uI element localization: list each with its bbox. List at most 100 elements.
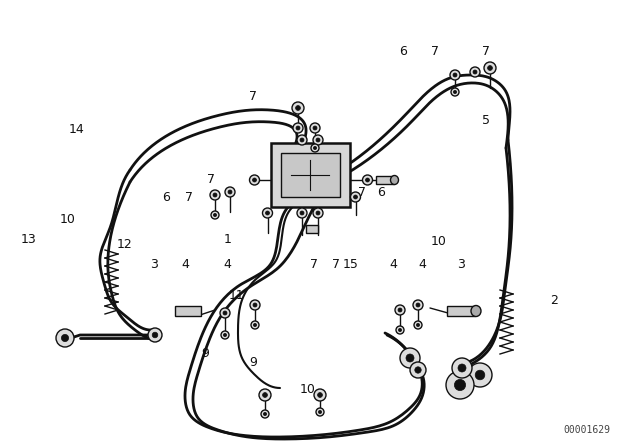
Circle shape bbox=[296, 126, 300, 130]
Circle shape bbox=[452, 358, 472, 378]
Text: 4: 4 bbox=[223, 258, 231, 271]
Circle shape bbox=[484, 62, 496, 74]
Circle shape bbox=[400, 348, 420, 368]
Text: 9: 9 bbox=[249, 356, 257, 370]
Circle shape bbox=[316, 408, 324, 416]
Text: 15: 15 bbox=[343, 258, 358, 271]
Circle shape bbox=[61, 334, 68, 341]
Bar bbox=[376, 176, 394, 184]
Circle shape bbox=[414, 321, 422, 329]
Circle shape bbox=[413, 300, 423, 310]
Circle shape bbox=[297, 135, 307, 145]
Circle shape bbox=[223, 311, 227, 315]
Circle shape bbox=[313, 208, 323, 218]
Circle shape bbox=[211, 211, 219, 219]
Text: 7: 7 bbox=[332, 258, 340, 271]
Circle shape bbox=[292, 102, 304, 114]
Circle shape bbox=[395, 305, 405, 315]
Circle shape bbox=[223, 333, 227, 336]
Text: 17: 17 bbox=[453, 370, 468, 383]
Circle shape bbox=[353, 195, 358, 199]
Circle shape bbox=[319, 410, 322, 414]
Circle shape bbox=[446, 371, 474, 399]
Circle shape bbox=[488, 65, 492, 70]
Circle shape bbox=[314, 389, 326, 401]
Circle shape bbox=[317, 392, 323, 397]
Circle shape bbox=[296, 106, 300, 110]
Text: 9: 9 bbox=[201, 347, 209, 361]
Circle shape bbox=[221, 331, 229, 339]
Circle shape bbox=[261, 410, 269, 418]
Text: 7: 7 bbox=[207, 172, 215, 186]
Circle shape bbox=[213, 193, 217, 197]
Circle shape bbox=[310, 123, 320, 133]
Circle shape bbox=[470, 67, 480, 77]
Circle shape bbox=[210, 190, 220, 200]
Bar bbox=[306, 225, 318, 233]
Circle shape bbox=[220, 308, 230, 318]
Ellipse shape bbox=[390, 176, 399, 185]
Text: 6: 6 bbox=[399, 45, 407, 58]
Text: 13: 13 bbox=[21, 233, 36, 246]
Text: 12: 12 bbox=[117, 237, 132, 251]
Ellipse shape bbox=[471, 306, 481, 316]
Circle shape bbox=[213, 213, 216, 216]
Circle shape bbox=[251, 321, 259, 329]
Text: 7: 7 bbox=[431, 45, 439, 58]
Text: 4: 4 bbox=[182, 258, 189, 271]
Circle shape bbox=[316, 138, 320, 142]
Circle shape bbox=[410, 362, 426, 378]
Circle shape bbox=[313, 126, 317, 130]
Circle shape bbox=[396, 326, 404, 334]
FancyBboxPatch shape bbox=[271, 143, 349, 207]
Circle shape bbox=[293, 123, 303, 133]
Circle shape bbox=[300, 211, 304, 215]
Text: 1: 1 bbox=[223, 233, 231, 246]
Bar bbox=[175, 306, 201, 316]
Text: 16: 16 bbox=[453, 383, 468, 396]
Circle shape bbox=[253, 178, 257, 182]
Circle shape bbox=[451, 88, 459, 96]
Circle shape bbox=[228, 190, 232, 194]
Circle shape bbox=[311, 144, 319, 152]
Circle shape bbox=[300, 138, 304, 142]
Circle shape bbox=[314, 146, 317, 150]
Bar bbox=[447, 306, 475, 316]
Circle shape bbox=[475, 370, 485, 380]
Text: 3: 3 bbox=[457, 258, 465, 271]
Text: 6: 6 bbox=[377, 186, 385, 199]
Circle shape bbox=[458, 364, 466, 372]
Circle shape bbox=[316, 211, 320, 215]
Text: 10: 10 bbox=[431, 235, 446, 249]
Circle shape bbox=[417, 323, 420, 327]
Circle shape bbox=[250, 300, 260, 310]
Circle shape bbox=[148, 328, 162, 342]
Text: 7: 7 bbox=[483, 45, 490, 58]
Circle shape bbox=[225, 187, 235, 197]
Circle shape bbox=[416, 303, 420, 307]
Circle shape bbox=[365, 178, 369, 182]
Circle shape bbox=[415, 367, 421, 373]
Text: 4: 4 bbox=[419, 258, 426, 271]
Text: 6: 6 bbox=[163, 190, 170, 204]
Circle shape bbox=[262, 208, 273, 218]
Text: 10: 10 bbox=[60, 213, 75, 226]
Circle shape bbox=[262, 392, 268, 397]
Circle shape bbox=[398, 328, 402, 332]
Text: 7: 7 bbox=[310, 258, 317, 271]
Circle shape bbox=[264, 413, 267, 416]
Circle shape bbox=[468, 363, 492, 387]
Text: 2: 2 bbox=[550, 293, 557, 307]
Circle shape bbox=[362, 175, 372, 185]
Circle shape bbox=[453, 73, 457, 77]
Text: 7: 7 bbox=[358, 186, 365, 199]
Text: 7: 7 bbox=[185, 190, 193, 204]
Text: 5: 5 bbox=[483, 114, 490, 128]
Circle shape bbox=[259, 389, 271, 401]
Bar bbox=[280, 153, 339, 197]
Circle shape bbox=[450, 70, 460, 80]
Circle shape bbox=[351, 192, 360, 202]
Circle shape bbox=[473, 70, 477, 74]
Circle shape bbox=[152, 332, 158, 338]
Text: 14: 14 bbox=[69, 123, 84, 137]
